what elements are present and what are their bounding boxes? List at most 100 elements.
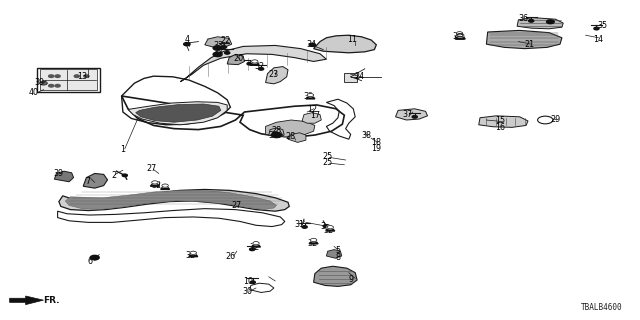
Circle shape bbox=[190, 251, 196, 254]
Polygon shape bbox=[456, 34, 465, 39]
Polygon shape bbox=[136, 104, 221, 122]
Polygon shape bbox=[269, 128, 284, 138]
Circle shape bbox=[247, 62, 252, 65]
Text: 23: 23 bbox=[269, 70, 279, 79]
Text: 18: 18 bbox=[371, 138, 381, 147]
Text: 29: 29 bbox=[550, 115, 561, 124]
Polygon shape bbox=[59, 189, 289, 211]
Text: 37: 37 bbox=[402, 110, 412, 119]
Circle shape bbox=[221, 46, 227, 48]
Text: 33: 33 bbox=[214, 48, 224, 57]
Text: 25: 25 bbox=[323, 158, 333, 167]
Polygon shape bbox=[65, 190, 276, 210]
Circle shape bbox=[250, 281, 255, 284]
Polygon shape bbox=[250, 60, 259, 65]
Circle shape bbox=[302, 226, 307, 228]
Circle shape bbox=[547, 20, 554, 24]
Circle shape bbox=[84, 75, 89, 77]
Polygon shape bbox=[302, 113, 321, 123]
Circle shape bbox=[152, 181, 158, 184]
Text: 32: 32 bbox=[307, 239, 317, 248]
Circle shape bbox=[213, 46, 222, 50]
Polygon shape bbox=[517, 18, 563, 29]
Circle shape bbox=[55, 84, 60, 87]
Text: 32: 32 bbox=[452, 32, 463, 41]
Polygon shape bbox=[486, 30, 562, 49]
Circle shape bbox=[529, 20, 534, 22]
Text: 14: 14 bbox=[593, 35, 603, 44]
Text: 17: 17 bbox=[310, 111, 320, 120]
FancyBboxPatch shape bbox=[344, 73, 357, 82]
Polygon shape bbox=[189, 251, 198, 257]
Text: 33: 33 bbox=[214, 41, 224, 50]
Circle shape bbox=[55, 75, 60, 77]
FancyBboxPatch shape bbox=[40, 69, 97, 90]
Circle shape bbox=[252, 60, 258, 63]
Text: 28: 28 bbox=[285, 132, 296, 141]
Text: 19: 19 bbox=[371, 144, 381, 153]
Text: TBALB4600: TBALB4600 bbox=[580, 303, 622, 312]
Polygon shape bbox=[180, 45, 326, 82]
Circle shape bbox=[49, 75, 54, 77]
Text: 25: 25 bbox=[323, 152, 333, 161]
Text: 6: 6 bbox=[87, 257, 92, 266]
Polygon shape bbox=[161, 184, 170, 189]
Polygon shape bbox=[266, 67, 288, 84]
Text: 39: 39 bbox=[35, 78, 45, 87]
Polygon shape bbox=[455, 32, 464, 37]
Circle shape bbox=[74, 75, 79, 77]
Text: 30: 30 bbox=[242, 287, 252, 296]
Text: 13: 13 bbox=[77, 72, 87, 81]
Text: 31: 31 bbox=[294, 220, 305, 229]
Circle shape bbox=[122, 174, 127, 177]
Text: 32: 32 bbox=[151, 181, 161, 190]
Text: 34: 34 bbox=[306, 40, 316, 49]
Circle shape bbox=[250, 248, 255, 251]
Text: 35: 35 bbox=[598, 21, 608, 30]
Polygon shape bbox=[309, 238, 318, 244]
Circle shape bbox=[310, 238, 317, 242]
Text: 27: 27 bbox=[232, 201, 242, 210]
Circle shape bbox=[253, 242, 259, 245]
Circle shape bbox=[456, 34, 463, 37]
Text: 12: 12 bbox=[307, 105, 317, 114]
Circle shape bbox=[225, 52, 230, 54]
Text: 11: 11 bbox=[347, 36, 357, 44]
Circle shape bbox=[271, 132, 282, 138]
Polygon shape bbox=[396, 109, 428, 120]
Circle shape bbox=[49, 84, 54, 87]
Text: 15: 15 bbox=[495, 116, 506, 125]
Text: 7: 7 bbox=[86, 177, 91, 186]
Text: 10: 10 bbox=[243, 277, 253, 286]
Circle shape bbox=[40, 81, 47, 85]
Circle shape bbox=[594, 27, 599, 30]
Polygon shape bbox=[314, 266, 357, 286]
Circle shape bbox=[309, 43, 316, 46]
Text: 33: 33 bbox=[269, 131, 279, 140]
Text: 40: 40 bbox=[28, 88, 38, 97]
Polygon shape bbox=[455, 34, 464, 39]
Text: 21: 21 bbox=[525, 40, 535, 49]
Text: 27: 27 bbox=[146, 164, 156, 173]
Circle shape bbox=[90, 255, 99, 260]
Circle shape bbox=[412, 116, 417, 118]
Text: 32: 32 bbox=[303, 92, 314, 101]
Polygon shape bbox=[288, 133, 306, 142]
Polygon shape bbox=[205, 37, 232, 47]
Text: 32: 32 bbox=[324, 226, 334, 235]
Polygon shape bbox=[326, 226, 335, 231]
Text: 36: 36 bbox=[518, 14, 529, 23]
Text: 32: 32 bbox=[255, 62, 265, 71]
Text: 32: 32 bbox=[186, 252, 196, 260]
Polygon shape bbox=[306, 93, 315, 99]
Circle shape bbox=[162, 184, 168, 187]
Circle shape bbox=[307, 93, 314, 97]
Text: 3: 3 bbox=[321, 222, 326, 231]
Polygon shape bbox=[150, 181, 159, 186]
Text: 20: 20 bbox=[233, 54, 243, 63]
Polygon shape bbox=[83, 173, 108, 188]
Text: 22: 22 bbox=[220, 36, 230, 45]
Text: FR.: FR. bbox=[44, 296, 60, 305]
Text: 1: 1 bbox=[120, 145, 125, 154]
Polygon shape bbox=[326, 250, 342, 258]
